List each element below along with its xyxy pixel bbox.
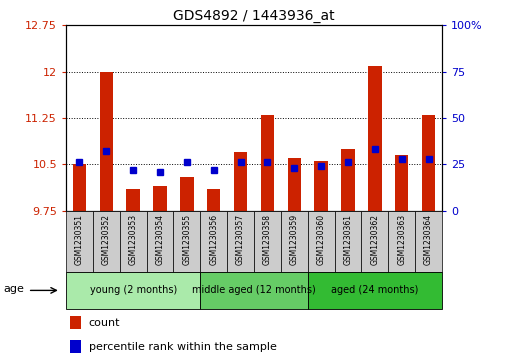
Bar [368, 65, 382, 211]
Bar [200, 272, 308, 309]
Bar [70, 316, 81, 329]
Text: GSM1230362: GSM1230362 [370, 213, 379, 265]
Text: count: count [88, 318, 120, 328]
Bar [180, 176, 194, 211]
Bar [361, 211, 388, 272]
Bar [261, 115, 274, 211]
Text: GSM1230359: GSM1230359 [290, 213, 299, 265]
Bar [200, 211, 227, 272]
Text: GSM1230352: GSM1230352 [102, 213, 111, 265]
Bar [281, 211, 308, 272]
Text: GSM1230360: GSM1230360 [316, 213, 326, 265]
Bar [93, 211, 120, 272]
Text: young (2 months): young (2 months) [89, 285, 177, 295]
Bar [147, 211, 173, 272]
Text: GSM1230354: GSM1230354 [155, 213, 165, 265]
Bar [66, 272, 200, 309]
Text: middle aged (12 months): middle aged (12 months) [192, 285, 316, 295]
Bar [126, 189, 140, 211]
Bar [254, 211, 281, 272]
Bar [227, 211, 254, 272]
Text: GSM1230364: GSM1230364 [424, 213, 433, 265]
Text: percentile rank within the sample: percentile rank within the sample [88, 342, 276, 352]
Bar [308, 211, 335, 272]
Text: GSM1230361: GSM1230361 [343, 213, 353, 265]
Text: age: age [4, 284, 24, 294]
Bar [415, 211, 442, 272]
Bar [341, 149, 355, 211]
Text: GSM1230358: GSM1230358 [263, 213, 272, 265]
Text: GSM1230351: GSM1230351 [75, 213, 84, 265]
Bar [207, 189, 220, 211]
Text: GSM1230363: GSM1230363 [397, 213, 406, 265]
Text: GSM1230356: GSM1230356 [209, 213, 218, 265]
Bar [288, 158, 301, 211]
Bar [120, 211, 147, 272]
Bar [395, 155, 408, 211]
Text: aged (24 months): aged (24 months) [331, 285, 419, 295]
Bar [234, 152, 247, 211]
Bar [335, 211, 361, 272]
Text: GSM1230357: GSM1230357 [236, 213, 245, 265]
Bar [308, 272, 442, 309]
Bar [314, 161, 328, 211]
Bar [153, 186, 167, 211]
Text: GSM1230355: GSM1230355 [182, 213, 192, 265]
Bar [100, 72, 113, 211]
Bar [422, 115, 435, 211]
Bar [73, 164, 86, 211]
Bar [173, 211, 200, 272]
Title: GDS4892 / 1443936_at: GDS4892 / 1443936_at [173, 9, 335, 23]
Text: GSM1230353: GSM1230353 [129, 213, 138, 265]
Bar [66, 211, 93, 272]
Bar [70, 340, 81, 353]
Bar [388, 211, 415, 272]
